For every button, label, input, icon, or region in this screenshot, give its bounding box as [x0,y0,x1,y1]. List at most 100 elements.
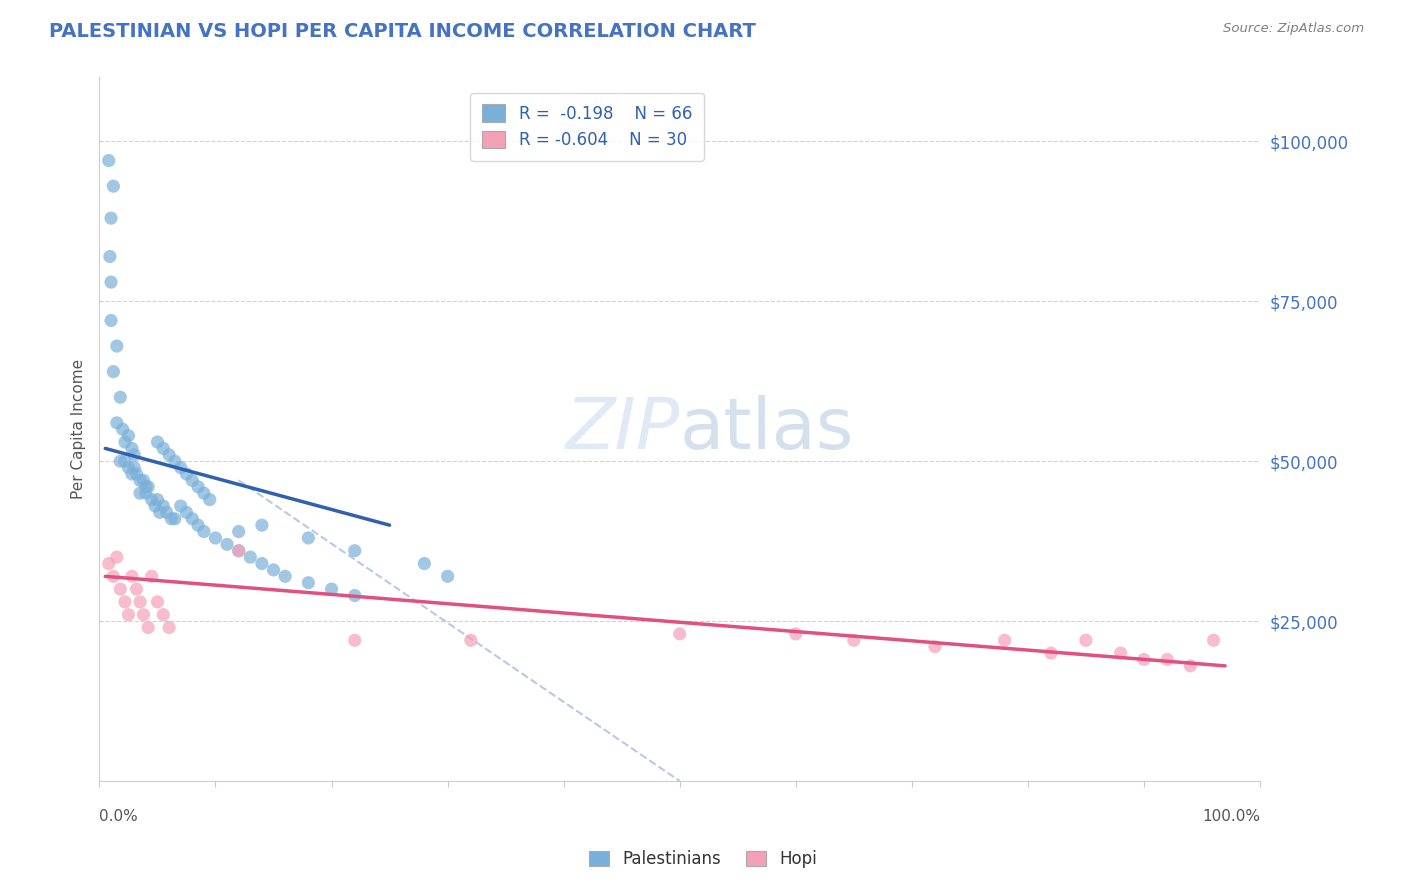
Point [228,524,250,539]
Point [460,633,482,648]
Point [114,595,136,609]
Point [152,607,174,622]
Point [100,211,122,226]
Point [122,460,145,475]
Point [198,492,221,507]
Point [97,557,120,571]
Point [239,550,262,565]
Point [122,448,145,462]
Point [100,313,122,327]
Point [136,480,159,494]
Point [228,543,250,558]
Text: ZIP: ZIP [565,395,679,464]
Point [146,595,169,609]
Point [103,179,125,194]
Point [193,524,215,539]
Point [343,589,366,603]
Point [152,499,174,513]
Text: Source: ZipAtlas.com: Source: ZipAtlas.com [1223,22,1364,36]
Point [170,460,193,475]
Point [156,505,179,519]
Point [129,486,152,500]
Point [105,339,128,353]
Point [1202,633,1225,648]
Point [135,480,157,494]
Point [98,250,121,264]
Point [149,505,172,519]
Point [110,454,132,468]
Point [117,428,139,442]
Point [181,512,204,526]
Point [110,390,132,404]
Point [1156,652,1178,666]
Point [103,365,125,379]
Point [163,512,186,526]
Point [343,633,366,648]
Point [129,474,152,488]
Point [135,486,157,500]
Point [141,492,163,507]
Text: 100.0%: 100.0% [1202,809,1260,824]
Point [170,499,193,513]
Point [250,518,273,533]
Point [146,435,169,450]
Point [321,582,343,596]
Point [1109,646,1132,660]
Point [103,569,125,583]
Point [217,537,239,551]
Point [228,543,250,558]
Point [125,582,148,596]
Point [181,474,204,488]
Point [1074,633,1097,648]
Point [176,505,198,519]
Point [436,569,458,583]
Point [121,467,143,481]
Point [842,633,865,648]
Point [274,569,297,583]
Point [263,563,285,577]
Point [1133,652,1156,666]
Point [114,435,136,450]
Point [105,550,128,565]
Point [204,531,226,545]
Legend: R =  -0.198    N = 66, R = -0.604    N = 30: R = -0.198 N = 66, R = -0.604 N = 30 [470,93,703,161]
Point [187,518,209,533]
Point [121,442,143,456]
Point [152,442,174,456]
Point [176,467,198,481]
Point [132,607,155,622]
Point [163,454,186,468]
Point [187,480,209,494]
Point [1040,646,1063,660]
Point [668,627,690,641]
Point [413,557,436,571]
Text: 0.0%: 0.0% [100,809,138,824]
Point [125,467,148,481]
Point [105,416,128,430]
Point [111,422,134,436]
Point [136,620,159,634]
Legend: Palestinians, Hopi: Palestinians, Hopi [582,844,824,875]
Point [114,454,136,468]
Point [250,557,273,571]
Point [146,492,169,507]
Point [1180,658,1202,673]
Point [121,569,143,583]
Point [994,633,1017,648]
Point [117,607,139,622]
Point [100,275,122,289]
Point [97,153,120,168]
Text: PALESTINIAN VS HOPI PER CAPITA INCOME CORRELATION CHART: PALESTINIAN VS HOPI PER CAPITA INCOME CO… [49,22,756,41]
Y-axis label: Per Capita Income: Per Capita Income [72,359,86,500]
Text: atlas: atlas [679,395,853,464]
Point [193,486,215,500]
Point [924,640,946,654]
Point [157,448,180,462]
Point [343,543,366,558]
Point [129,595,152,609]
Point [160,512,183,526]
Point [141,569,163,583]
Point [132,474,155,488]
Point [785,627,807,641]
Point [157,620,180,634]
